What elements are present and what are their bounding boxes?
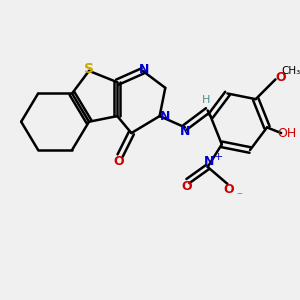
Text: OH: OH xyxy=(278,127,297,140)
Text: +: + xyxy=(214,152,223,162)
Text: O: O xyxy=(275,70,286,84)
Text: H: H xyxy=(202,95,210,105)
Text: CH₃: CH₃ xyxy=(281,66,300,76)
Text: N: N xyxy=(204,155,214,168)
Text: S: S xyxy=(84,62,94,76)
Text: O: O xyxy=(224,183,234,196)
Text: O: O xyxy=(181,180,192,193)
Text: ⁻: ⁻ xyxy=(236,191,242,201)
Text: N: N xyxy=(180,125,190,138)
Text: O: O xyxy=(113,155,124,168)
Text: N: N xyxy=(139,63,149,76)
Text: N: N xyxy=(160,110,170,123)
